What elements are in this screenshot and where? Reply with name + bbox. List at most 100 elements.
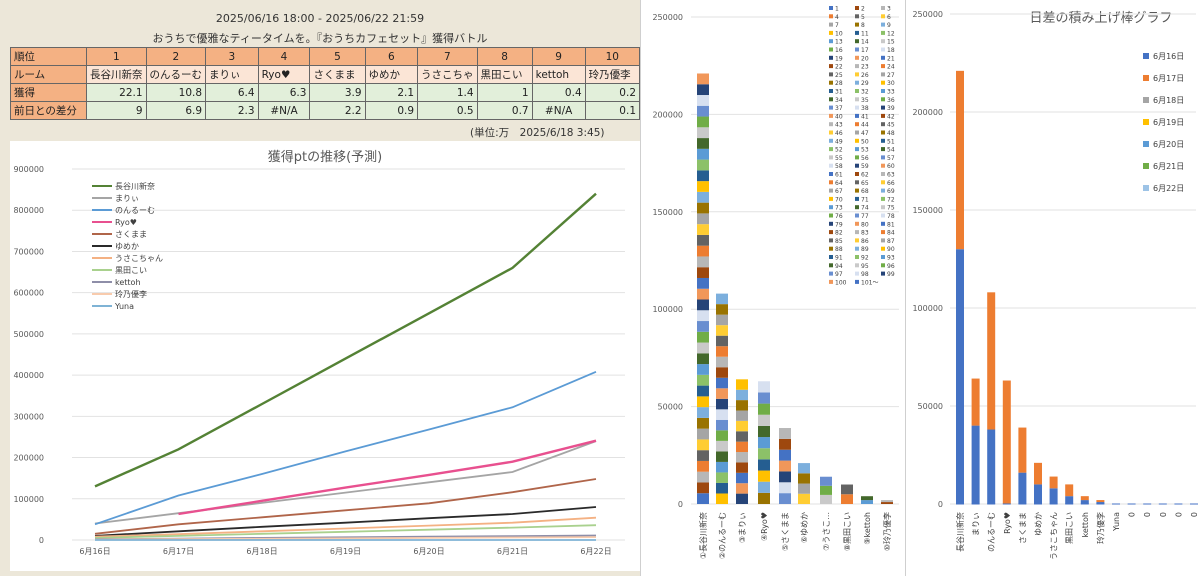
legend-swatch [829,172,833,176]
rank-cell[interactable]: 10 [584,47,641,66]
bar-segment [841,484,853,495]
line-chart-svg[interactable]: 獲得ptの推移(予測) 0 100000 200000 300000 400000 5000… [10,141,640,571]
legend-swatch [1143,53,1149,59]
gained-cell[interactable]: 6.3 [257,83,311,102]
legend-label: 1 [835,6,839,13]
bar-segment [971,425,980,504]
legend-label: 47 [861,130,869,137]
rank-cell[interactable]: 5 [309,47,366,66]
y-tick-label: 800000 [13,206,44,215]
x-tick-label: さくまま [1018,512,1027,544]
gained-cell[interactable]: 1 [476,83,533,102]
y-tick-label: 150000 [652,208,683,217]
stacked-bar-chart-svg[interactable]: 0 50000 100000 150000 200000 250000 ①長谷川新奈 ②のんる… [641,0,905,576]
rank-cell[interactable]: 8 [476,47,533,66]
legend-label: 14 [861,39,869,46]
diff-cell[interactable]: #N/A [531,101,586,120]
bar-segment [881,502,893,504]
legend-label: 12 [887,30,895,37]
bar-segment [697,213,709,225]
legend-swatch [855,271,859,276]
diff-cell[interactable]: 0.9 [364,101,419,120]
legend-swatch [881,271,885,276]
legend-label: ゆめか [115,242,139,251]
legend-label: 46 [835,130,843,137]
legend-swatch [881,147,885,152]
legend-swatch [881,130,885,135]
bar-segment [779,482,791,494]
line-chart-area[interactable]: 獲得ptの推移(予測) 0 100000 200000 300000 400000 5000… [10,141,640,571]
stacked-bar-panel[interactable]: 0 50000 100000 150000 200000 250000 ①長谷川新奈 ②のんる… [641,0,905,576]
bar-segment [697,277,709,289]
gained-cell[interactable]: 1.4 [417,83,478,102]
gained-cell[interactable]: 2.1 [364,83,419,102]
legend-label: 38 [861,105,869,112]
bar-segment [697,170,709,182]
ranking-table: 順位 1 2 3 4 5 6 7 8 9 10 ルーム 長谷川新奈 のんるーむ … [9,47,641,120]
daily-diff-chart-svg[interactable]: 日差の積み上げ棒グラフ 0 50000 100000 150000 200000 25000… [906,0,1200,576]
diff-cell[interactable]: 0.7 [476,101,533,120]
legend-label: 59 [861,163,869,170]
y-tick-label: 250000 [652,13,683,22]
gained-cell[interactable]: 6.4 [205,83,259,102]
diff-cell[interactable]: 0.5 [417,101,478,120]
rank-cell[interactable]: 9 [531,47,586,66]
rank-cell[interactable]: 6 [364,47,419,66]
room-cell[interactable]: まりぃ [205,65,259,84]
room-cell[interactable]: のんるーむ [145,65,207,84]
room-cell[interactable]: 黒田こい [476,65,533,84]
x-tick-label: 0 [1174,512,1183,517]
diff-cell[interactable]: #N/A [257,101,311,120]
legend-label: 7 [835,22,839,29]
gained-cell[interactable]: 22.1 [86,83,147,102]
legend-label: 55 [835,155,843,162]
room-cell[interactable]: 玲乃優李 [584,65,641,84]
room-cell[interactable]: Ryo♥ [257,65,311,84]
legend-swatch [829,14,833,19]
legend-label: 4 [835,14,839,21]
bar-segment [1002,380,1011,504]
legend-swatch [881,238,885,243]
diff-cell[interactable]: 9 [86,101,147,120]
bar-segment [716,293,728,305]
legend-label: 10 [835,30,843,37]
legend-label: 玲乃優李 [115,289,147,299]
rank-cell[interactable]: 3 [205,47,259,66]
diff-cell[interactable]: 2.2 [309,101,366,120]
room-cell[interactable]: 長谷川新奈 [86,65,147,84]
legend-label: 44 [861,122,869,129]
legend-swatch [881,30,885,35]
legend-label: kettoh [115,278,141,287]
legend-label: 6月18日 [1153,96,1184,105]
bar-segment [697,105,709,117]
room-cell[interactable]: さくまま [309,65,366,84]
room-cell[interactable]: うさこちゃ [417,65,478,84]
diff-cell[interactable]: 6.9 [145,101,207,120]
rank-cell[interactable]: 7 [417,47,478,66]
rank-cell[interactable]: 1 [86,47,147,66]
bar-segment [1080,496,1089,501]
gained-cell[interactable]: 0.4 [531,83,586,102]
legend-swatch [1143,185,1149,191]
legend-swatch [829,55,833,60]
gained-cell[interactable]: 10.8 [145,83,207,102]
legend-label: 75 [887,205,895,212]
diff-cell[interactable]: 2.3 [205,101,259,120]
room-cell[interactable]: ゆめか [364,65,419,84]
bar-segment [697,493,709,504]
diff-cell[interactable]: 0.1 [584,101,641,120]
gained-cell[interactable]: 3.9 [309,83,366,102]
series-line [94,506,597,537]
y-tick-label: 200000 [13,454,44,463]
legend-label: 43 [835,122,843,129]
bar-segment [820,485,832,495]
bar-segment [861,496,873,501]
daily-diff-panel[interactable]: 日差の積み上げ棒グラフ 0 50000 100000 150000 200000 25000… [906,0,1200,576]
x-tick-label: まりぃ [972,512,981,536]
legend-label: 36 [887,97,895,104]
room-cell[interactable]: kettoh [531,65,586,84]
rank-cell[interactable]: 4 [257,47,311,66]
legend-label: 24 [887,64,895,71]
gained-cell[interactable]: 0.2 [584,83,641,102]
rank-cell[interactable]: 2 [145,47,207,66]
